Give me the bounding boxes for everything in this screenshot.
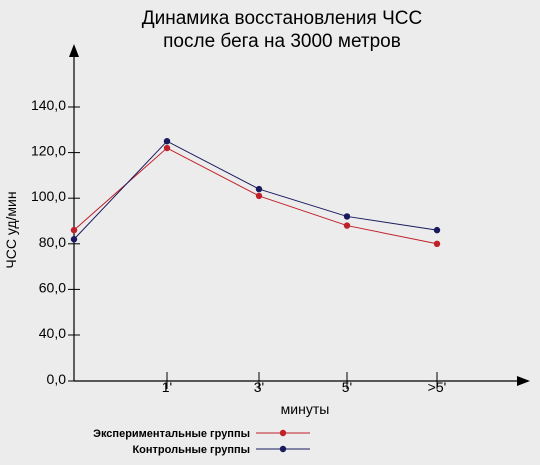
y-tick-label: 120,0: [31, 143, 66, 159]
y-tick-label: 100,0: [31, 188, 66, 204]
series-1-point: [433, 240, 441, 247]
series-line-1: [73, 147, 438, 245]
series-2-point: [255, 185, 263, 193]
series-1-point: [163, 144, 171, 152]
legend-label-1: Экспериментальные группы: [93, 428, 250, 440]
series-1-point: [255, 192, 263, 200]
y-tick-label: 0,0: [47, 371, 67, 387]
x-tick-label: 1': [162, 379, 172, 395]
legend-marker-1: [279, 429, 287, 437]
legend-marker-2: [279, 445, 287, 453]
y-axis-label: ЧСС уд/мин: [3, 191, 19, 268]
chart-title-line-1: Динамика восстановления ЧСС: [142, 8, 422, 29]
legend-label-2: Контрольные группы: [132, 444, 250, 456]
y-tick-label: 80,0: [39, 234, 66, 250]
x-tick-label: 5': [342, 379, 352, 395]
series-2-point: [163, 138, 171, 145]
y-axis-arrow: [69, 44, 79, 57]
x-ticks: 1' 3' 5' >5': [162, 372, 447, 395]
x-tick-label: >5': [428, 379, 447, 395]
y-tick-label: 140,0: [31, 97, 66, 113]
axes: [69, 44, 530, 386]
series-2-point: [343, 213, 351, 220]
x-tick-label: 3': [254, 379, 264, 395]
y-tick-label: 40,0: [39, 325, 66, 341]
x-axis-arrow: [517, 376, 530, 386]
y-tick-label: 60,0: [39, 279, 66, 295]
series-line-2: [73, 140, 438, 240]
y-ticks: 0,0 40,0 60,0 80,0 100,0 120,0 140,0: [31, 97, 80, 387]
series-2-point: [433, 226, 441, 234]
series-group: [70, 138, 441, 247]
series-1-point: [70, 226, 78, 234]
x-axis-label: минуты: [281, 401, 330, 417]
series-2-point: [70, 236, 78, 243]
legend: Экспериментальные группы Контрольные груп…: [93, 428, 310, 456]
series-1-point: [343, 222, 351, 229]
chart-title-line-2: после бега на 3000 метров: [163, 31, 401, 52]
